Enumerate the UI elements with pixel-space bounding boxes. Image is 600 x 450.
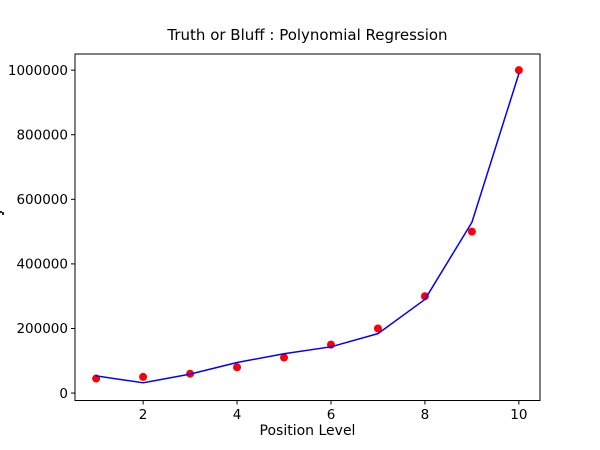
- data-point: [233, 363, 242, 372]
- x-tick-label: 8: [421, 407, 430, 423]
- x-tick-label: 6: [327, 407, 336, 423]
- x-tick-label: 2: [139, 407, 148, 423]
- data-point: [467, 227, 476, 236]
- clipped-y-axis-label-fragment: [0, 211, 4, 215]
- y-tick-label: 1000000: [8, 63, 68, 79]
- y-tick-label: 200000: [16, 321, 68, 337]
- x-tick-label: 4: [233, 407, 242, 423]
- data-point: [514, 66, 523, 75]
- axes-frame: [74, 53, 541, 401]
- y-tick-label: 0: [59, 386, 68, 402]
- chart-title: Truth or Bluff : Polynomial Regression: [167, 26, 448, 44]
- regression-line: [95, 72, 520, 384]
- x-axis-label: Position Level: [259, 423, 356, 439]
- data-point: [139, 372, 148, 381]
- y-tick-label: 800000: [16, 127, 68, 143]
- x-tick-label: 10: [510, 407, 527, 423]
- data-point: [373, 324, 382, 333]
- y-tick-label: 600000: [16, 192, 68, 208]
- y-tick-label: 400000: [16, 257, 68, 273]
- data-point: [420, 292, 429, 301]
- data-point: [280, 353, 289, 362]
